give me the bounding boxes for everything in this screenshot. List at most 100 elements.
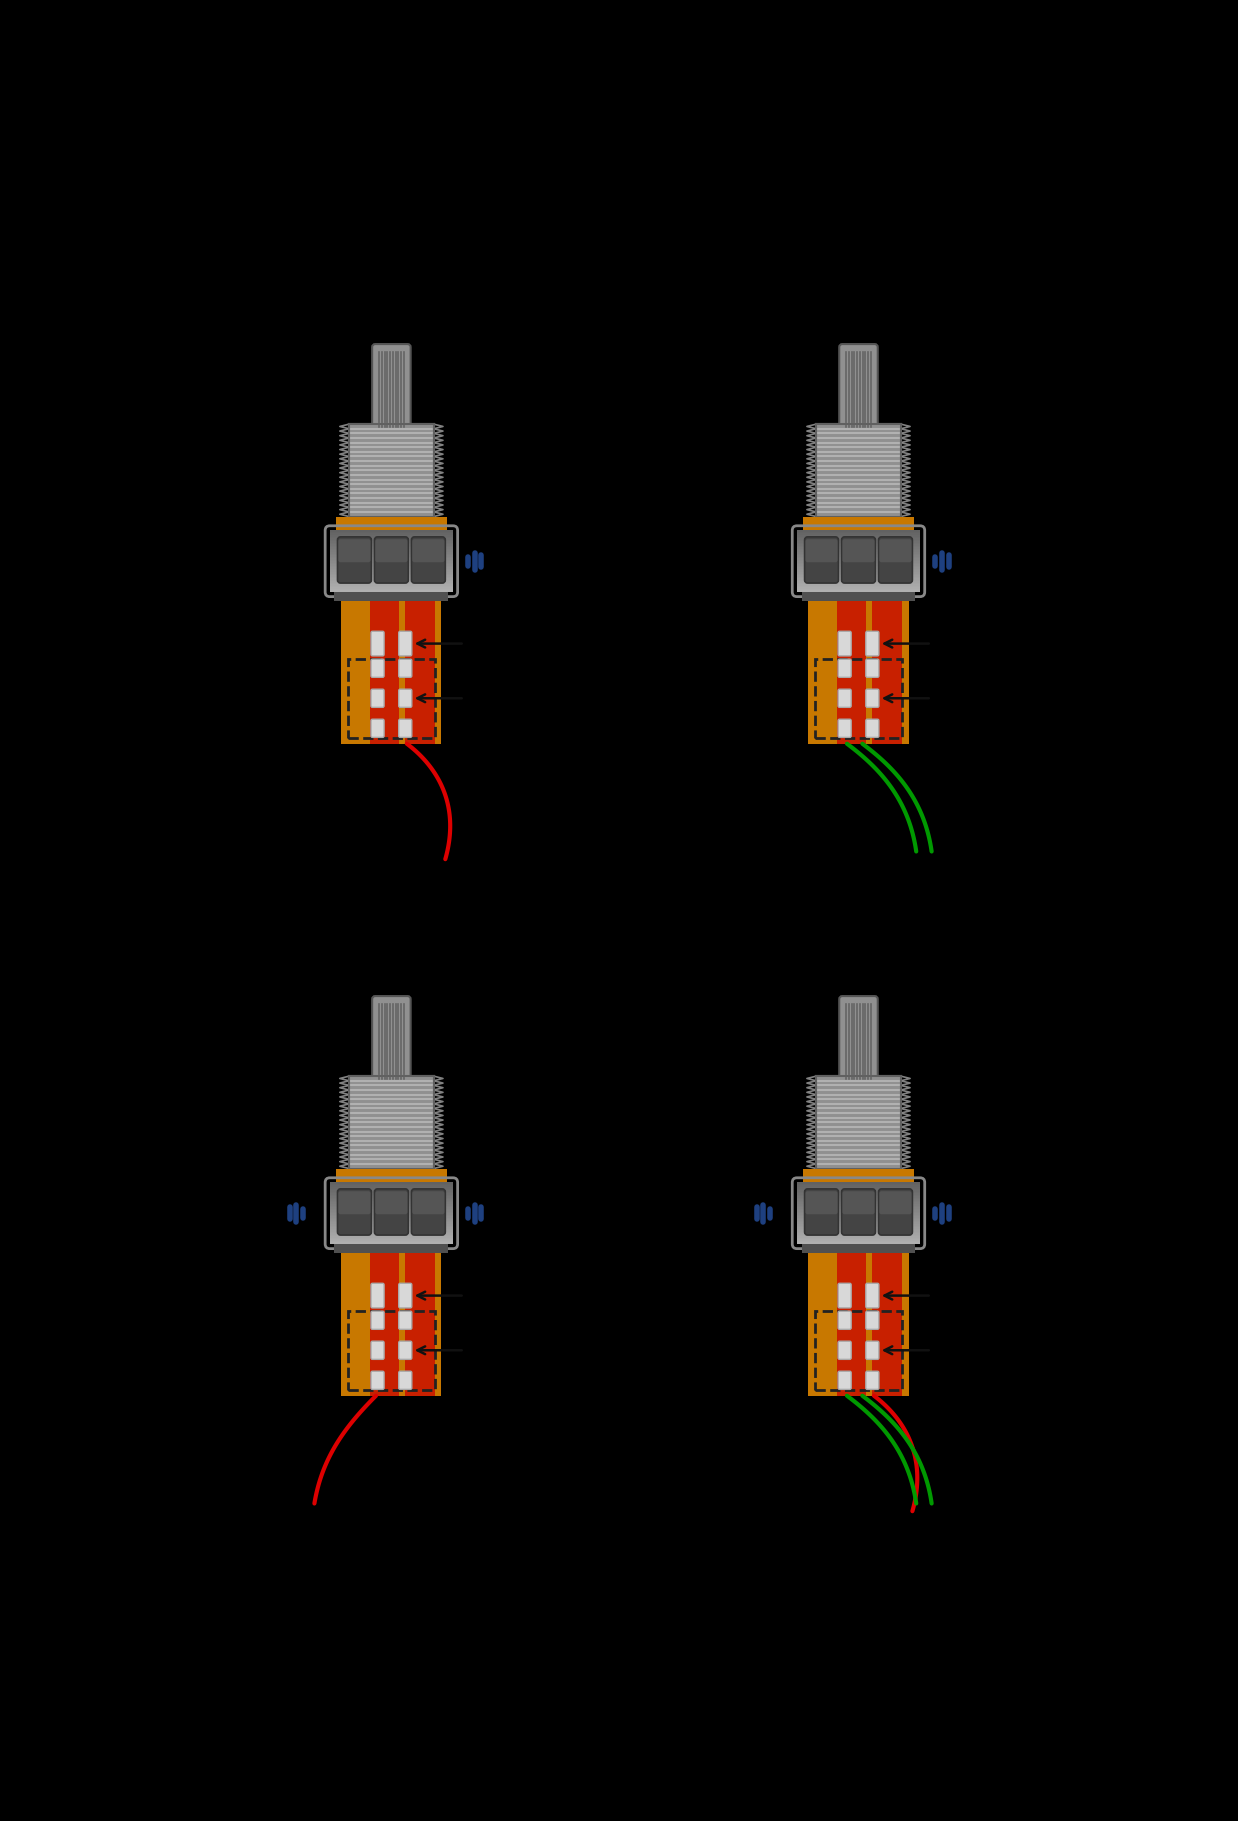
FancyBboxPatch shape <box>839 996 878 1087</box>
Bar <box>797 1220 920 1222</box>
Bar <box>370 1253 399 1395</box>
Bar <box>329 554 453 555</box>
Bar <box>329 1206 453 1207</box>
Bar <box>797 1202 920 1204</box>
Bar <box>329 532 453 534</box>
Bar <box>329 1238 453 1240</box>
Bar <box>797 579 920 581</box>
Bar <box>797 1198 920 1200</box>
Bar <box>797 555 920 557</box>
Bar <box>797 1207 920 1211</box>
FancyBboxPatch shape <box>399 688 412 707</box>
FancyBboxPatch shape <box>399 719 412 738</box>
Bar <box>797 1238 920 1240</box>
Bar <box>797 565 920 566</box>
Bar <box>329 1222 453 1224</box>
Bar <box>802 1169 915 1182</box>
Bar <box>816 424 901 517</box>
Bar <box>329 1202 453 1204</box>
Bar <box>329 1226 453 1227</box>
Bar <box>329 586 453 588</box>
Bar <box>797 1189 920 1191</box>
Bar <box>797 1182 920 1184</box>
FancyBboxPatch shape <box>806 539 838 563</box>
Bar <box>335 1169 447 1182</box>
Bar <box>329 530 453 532</box>
Bar <box>329 1204 453 1206</box>
Bar <box>797 1216 920 1218</box>
Bar <box>797 550 920 552</box>
Bar <box>797 581 920 583</box>
Bar <box>797 574 920 575</box>
Bar <box>329 1191 453 1193</box>
Bar <box>837 601 867 743</box>
FancyBboxPatch shape <box>838 719 852 738</box>
FancyBboxPatch shape <box>371 1371 384 1389</box>
Bar <box>808 1253 909 1395</box>
Bar <box>797 1233 920 1235</box>
Bar <box>797 1229 920 1231</box>
FancyBboxPatch shape <box>806 1191 838 1215</box>
Bar <box>797 1200 920 1202</box>
Bar <box>329 550 453 552</box>
Bar <box>873 601 901 743</box>
FancyBboxPatch shape <box>371 719 384 738</box>
Bar <box>797 552 920 554</box>
Bar <box>797 572 920 574</box>
FancyBboxPatch shape <box>399 1311 412 1329</box>
FancyBboxPatch shape <box>805 1189 838 1235</box>
Bar <box>329 575 453 577</box>
FancyBboxPatch shape <box>399 1284 412 1307</box>
Bar <box>329 543 453 544</box>
Bar <box>797 543 920 544</box>
Bar <box>797 1242 920 1244</box>
Bar <box>816 1076 901 1169</box>
FancyBboxPatch shape <box>838 632 852 656</box>
Bar <box>797 546 920 548</box>
Bar <box>329 1233 453 1235</box>
FancyBboxPatch shape <box>865 632 879 656</box>
FancyBboxPatch shape <box>842 1189 875 1235</box>
Bar <box>797 559 920 561</box>
FancyBboxPatch shape <box>842 539 875 563</box>
Bar <box>329 535 453 537</box>
Bar <box>329 1240 453 1242</box>
Bar <box>329 1236 453 1238</box>
Bar <box>405 1253 435 1395</box>
Bar <box>329 1207 453 1211</box>
Bar <box>797 561 920 563</box>
Bar <box>797 1238 920 1240</box>
FancyBboxPatch shape <box>412 1191 444 1215</box>
FancyBboxPatch shape <box>411 537 446 583</box>
Bar <box>816 1076 901 1169</box>
Bar <box>329 1238 453 1240</box>
Bar <box>329 534 453 535</box>
Bar <box>329 568 453 570</box>
Bar <box>797 1206 920 1207</box>
Bar <box>797 566 920 568</box>
FancyBboxPatch shape <box>373 996 411 1087</box>
FancyBboxPatch shape <box>338 1189 371 1235</box>
Bar <box>797 1231 920 1233</box>
Bar <box>329 546 453 548</box>
Bar <box>329 588 453 590</box>
Bar <box>329 1184 453 1185</box>
Bar <box>329 535 453 537</box>
Bar <box>797 1222 920 1224</box>
Bar <box>797 1187 920 1189</box>
Bar <box>329 1185 453 1187</box>
Bar <box>329 1209 453 1211</box>
Bar <box>797 1198 920 1200</box>
Bar <box>797 541 920 543</box>
FancyBboxPatch shape <box>371 1311 384 1329</box>
Bar <box>329 1235 453 1236</box>
Bar <box>797 583 920 585</box>
Bar <box>797 1218 920 1220</box>
Bar <box>329 566 453 568</box>
Bar <box>329 586 453 588</box>
Bar <box>329 566 453 568</box>
Bar <box>329 559 453 561</box>
Bar <box>797 532 920 534</box>
Bar <box>329 555 453 557</box>
Bar <box>797 1184 920 1185</box>
